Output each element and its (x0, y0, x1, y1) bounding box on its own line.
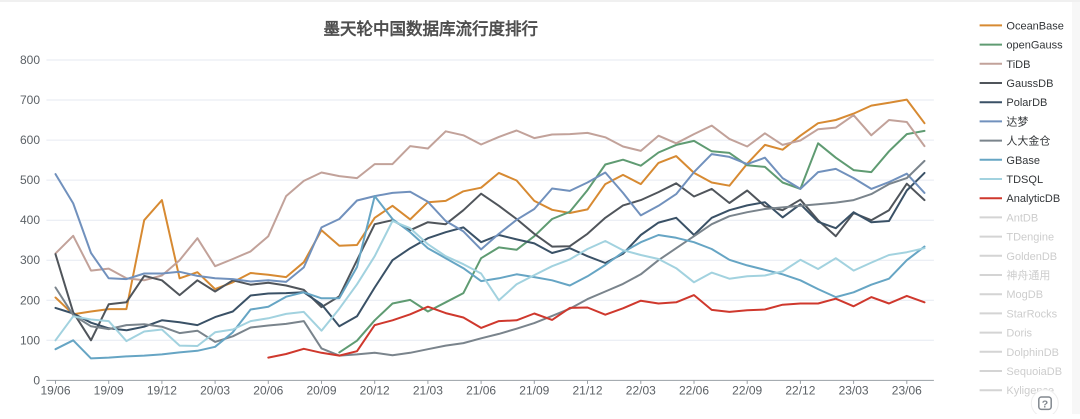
svg-text:GoldenDB: GoldenDB (1006, 251, 1057, 263)
svg-text:22/03: 22/03 (626, 384, 656, 398)
svg-text:GBase: GBase (1006, 155, 1040, 167)
svg-text:21/03: 21/03 (413, 384, 443, 398)
svg-text:openGauss: openGauss (1006, 40, 1063, 52)
svg-text:700: 700 (20, 93, 40, 107)
svg-text:21/12: 21/12 (572, 384, 602, 398)
svg-text:Doris: Doris (1006, 328, 1032, 340)
svg-text:300: 300 (20, 253, 40, 267)
svg-text:19/09: 19/09 (94, 384, 124, 398)
svg-text:19/12: 19/12 (147, 384, 177, 398)
svg-text:神舟通用: 神舟通用 (1006, 268, 1050, 282)
svg-text:PolarDB: PolarDB (1006, 97, 1047, 109)
svg-text:墨天轮中国数据库流行度排行: 墨天轮中国数据库流行度排行 (323, 19, 538, 39)
svg-text:OceanBase: OceanBase (1006, 20, 1063, 32)
svg-text:MogDB: MogDB (1006, 289, 1043, 301)
svg-text:AnalyticDB: AnalyticDB (1006, 193, 1060, 205)
svg-text:23/06: 23/06 (892, 384, 922, 398)
svg-text:0: 0 (33, 373, 40, 387)
svg-text:21/06: 21/06 (466, 384, 496, 398)
svg-text:TDSQL: TDSQL (1006, 174, 1043, 186)
svg-text:20/03: 20/03 (200, 384, 230, 398)
svg-text:22/12: 22/12 (785, 384, 815, 398)
svg-text:22/06: 22/06 (679, 384, 709, 398)
svg-text:800: 800 (20, 53, 40, 67)
svg-text:AntDB: AntDB (1006, 212, 1038, 224)
svg-text:TDengine: TDengine (1006, 232, 1054, 244)
svg-text:StarRocks: StarRocks (1006, 308, 1057, 320)
svg-text:500: 500 (20, 173, 40, 187)
svg-text:600: 600 (20, 133, 40, 147)
svg-text:20/06: 20/06 (253, 384, 283, 398)
svg-text:DolphinDB: DolphinDB (1006, 347, 1059, 359)
svg-text:22/09: 22/09 (732, 384, 762, 398)
svg-text:21/09: 21/09 (519, 384, 549, 398)
svg-text:20/12: 20/12 (360, 384, 390, 398)
svg-text:100: 100 (20, 333, 40, 347)
svg-text:人大金仓: 人大金仓 (1006, 134, 1050, 148)
svg-text:?: ? (1042, 398, 1048, 410)
svg-text:200: 200 (20, 293, 40, 307)
svg-text:19/06: 19/06 (40, 384, 70, 398)
svg-text:GaussDB: GaussDB (1006, 78, 1053, 90)
svg-text:23/03: 23/03 (839, 384, 869, 398)
svg-text:TiDB: TiDB (1006, 59, 1030, 71)
svg-text:达梦: 达梦 (1006, 115, 1028, 128)
svg-text:20/09: 20/09 (306, 384, 336, 398)
svg-text:SequoiaDB: SequoiaDB (1006, 366, 1062, 378)
svg-text:400: 400 (20, 213, 40, 227)
